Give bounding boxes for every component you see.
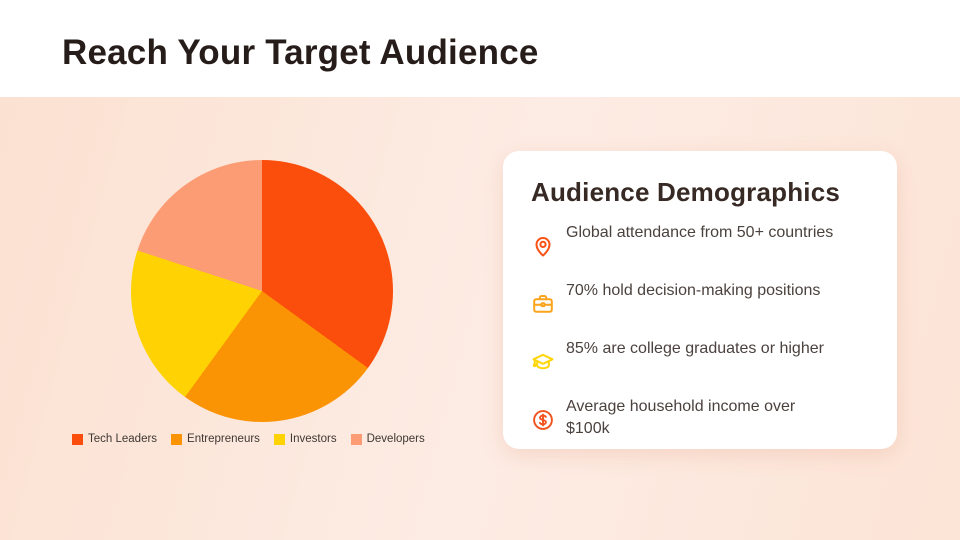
- page-title: Reach Your Target Audience: [62, 33, 539, 72]
- location-pin-icon: [531, 234, 555, 258]
- legend-item: Tech Leaders: [72, 433, 157, 445]
- legend-swatch-entrepreneurs: [171, 433, 183, 445]
- legend-swatch-developers: [350, 433, 362, 445]
- briefcase-icon: [531, 292, 555, 316]
- pie-chart: [131, 160, 393, 422]
- list-item-text: Average household income over $100k: [566, 398, 796, 437]
- list-item: Average household income over $100k: [531, 383, 869, 441]
- list-item: Global attendance from 50+ countries: [531, 209, 869, 267]
- legend-swatch-investors: [273, 433, 285, 445]
- slide-content: Tech Leaders Entrepreneurs Investors Dev…: [0, 97, 960, 540]
- chart-legend: Tech Leaders Entrepreneurs Investors Dev…: [72, 433, 425, 445]
- legend-item: Developers: [350, 433, 425, 445]
- legend-label: Developers: [366, 433, 425, 445]
- graduation-cap-icon: [531, 350, 555, 374]
- legend-label: Tech Leaders: [88, 433, 158, 445]
- list-item-text: Global attendance from 50+ countries: [566, 224, 834, 241]
- demographics-list: Global attendance from 50+ countries 70%…: [531, 209, 869, 441]
- list-item: 85% are college graduates or higher: [531, 325, 869, 383]
- list-item-text: 70% hold decision-making positions: [566, 282, 821, 299]
- list-item-text: 85% are college graduates or higher: [566, 340, 824, 357]
- legend-label: Investors: [289, 433, 337, 445]
- dollar-circle-icon: [531, 408, 555, 432]
- legend-label: Entrepreneurs: [187, 433, 260, 445]
- legend-swatch-tech-leaders: [72, 433, 83, 445]
- legend-item: Entrepreneurs: [171, 433, 260, 445]
- list-item: 70% hold decision-making positions: [531, 267, 869, 325]
- demographics-card: Audience Demographics Global attendance …: [503, 151, 897, 449]
- slide-header: Reach Your Target Audience: [0, 0, 960, 97]
- card-title: Audience Demographics: [531, 177, 841, 207]
- legend-item: Investors: [273, 433, 337, 445]
